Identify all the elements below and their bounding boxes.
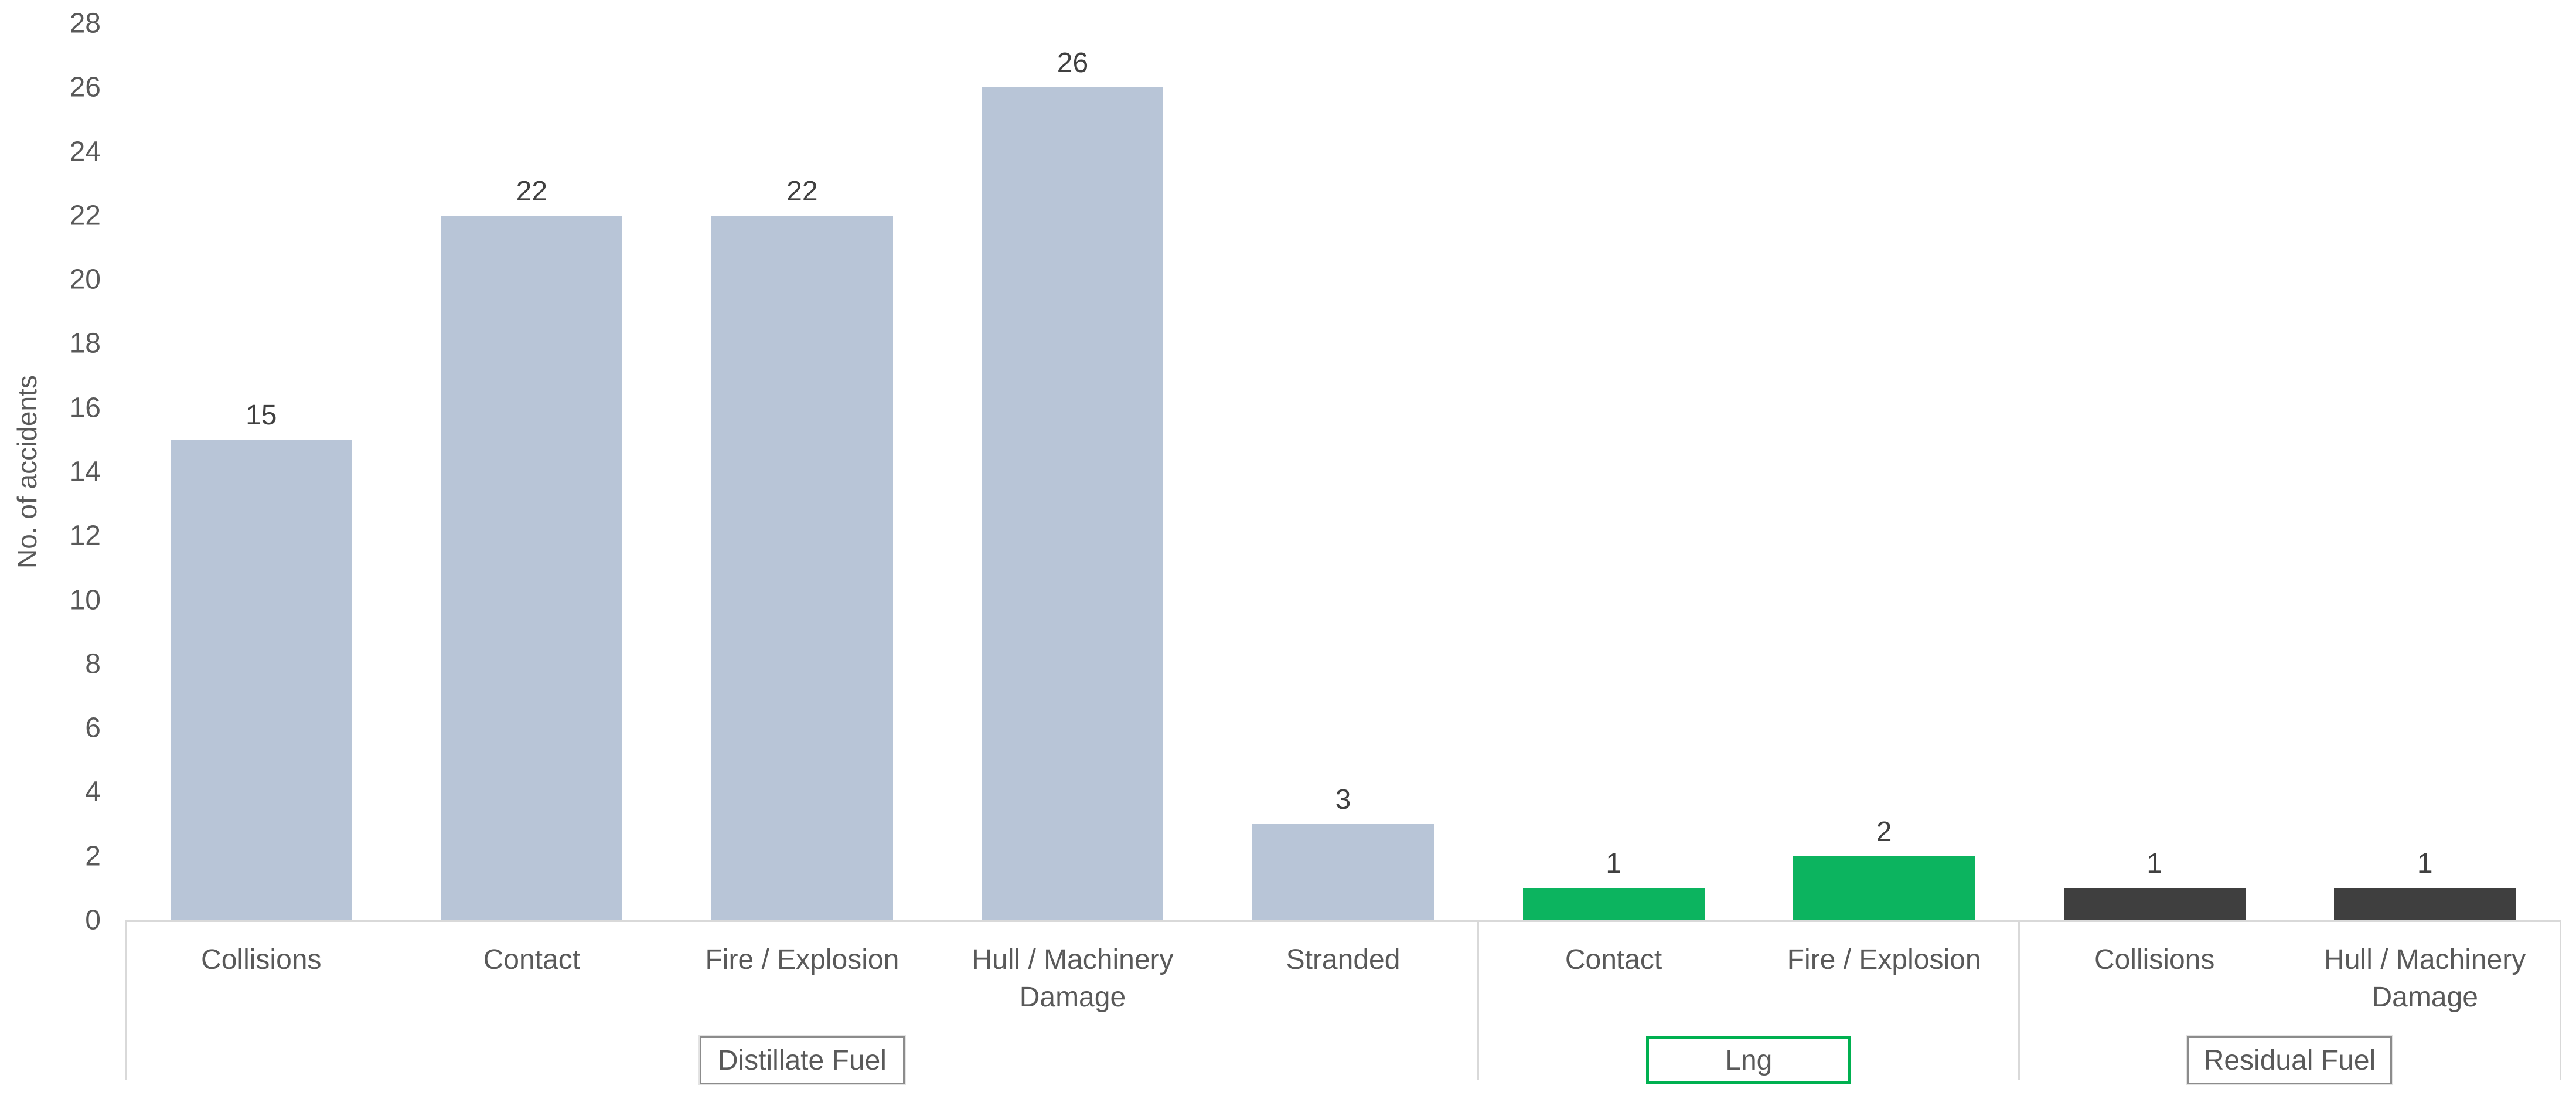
bar <box>2334 888 2516 920</box>
group-separator-line <box>1477 920 1480 1080</box>
group-separator-line <box>2559 920 2561 1080</box>
y-tick-label: 18 <box>69 328 101 359</box>
category-label: Collisions <box>2094 944 2215 975</box>
y-tick-label: 6 <box>85 712 101 744</box>
category-label: Fire / Explosion <box>1787 944 1981 975</box>
y-tick-label: 4 <box>85 776 101 808</box>
category-label: Collisions <box>201 944 322 975</box>
y-tick-label: 14 <box>69 456 101 488</box>
y-tick-label: 20 <box>69 264 101 295</box>
bar-value-label: 22 <box>516 175 548 207</box>
group-label-box: Residual Fuel <box>2187 1036 2393 1084</box>
category-label: Contact <box>483 944 581 975</box>
bar-value-label: 3 <box>1335 784 1351 816</box>
x-axis-line <box>126 920 2560 922</box>
bar <box>170 440 352 920</box>
bar <box>982 87 1164 920</box>
y-tick-label: 24 <box>69 136 101 168</box>
category-label: Contact <box>1565 944 1662 975</box>
bar <box>2063 888 2246 920</box>
bar-value-label: 1 <box>1606 848 1621 880</box>
y-tick-label: 28 <box>69 8 101 39</box>
category-label: Hull / Machinery Damage <box>972 944 1174 1013</box>
bar <box>1252 824 1434 920</box>
y-tick-label: 8 <box>85 648 101 680</box>
bar <box>711 215 893 920</box>
bar-value-label: 26 <box>1057 47 1089 79</box>
bar-value-label: 2 <box>1876 816 1892 848</box>
category-label: Hull / Machinery Damage <box>2324 944 2526 1013</box>
category-label: Fire / Explosion <box>705 944 899 975</box>
category-label: Stranded <box>1286 944 1401 975</box>
group-separator-line <box>125 920 127 1080</box>
group-label-box: Distillate Fuel <box>699 1036 905 1084</box>
group-separator-line <box>2018 920 2020 1080</box>
y-tick-label: 16 <box>69 392 101 424</box>
bar-value-label: 1 <box>2417 848 2433 880</box>
bar <box>1793 856 1975 920</box>
bar <box>1522 888 1705 920</box>
y-tick-label: 26 <box>69 72 101 103</box>
bar-value-label: 1 <box>2146 848 2163 880</box>
y-tick-label: 12 <box>69 520 101 552</box>
bar-value-label: 15 <box>246 400 277 431</box>
y-tick-label: 2 <box>85 840 101 872</box>
y-tick-label: 22 <box>69 200 101 232</box>
bar-value-label: 22 <box>786 175 818 207</box>
group-label-box: Lng <box>1646 1036 1852 1084</box>
bar <box>441 215 623 920</box>
y-tick-label: 10 <box>69 584 101 616</box>
y-tick-label: 0 <box>85 904 101 936</box>
